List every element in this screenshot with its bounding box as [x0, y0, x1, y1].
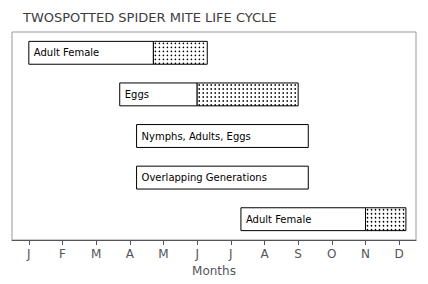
- svg-text:J: J: [228, 247, 233, 261]
- svg-text:M: M: [91, 247, 101, 261]
- svg-text:Adult Female: Adult Female: [246, 214, 311, 225]
- svg-text:Months: Months: [192, 264, 236, 278]
- svg-text:Nymphs, Adults, Eggs: Nymphs, Adults, Eggs: [142, 131, 251, 142]
- svg-text:F: F: [59, 247, 66, 261]
- svg-text:O: O: [327, 247, 336, 261]
- svg-text:N: N: [361, 247, 370, 261]
- svg-text:J: J: [194, 247, 199, 261]
- svg-text:Adult Female: Adult Female: [34, 47, 99, 58]
- svg-text:A: A: [260, 247, 269, 261]
- svg-text:TWOSPOTTED SPIDER MITE LIFE CY: TWOSPOTTED SPIDER MITE LIFE CYCLE: [22, 10, 277, 25]
- svg-text:M: M: [158, 247, 168, 261]
- svg-text:D: D: [395, 247, 404, 261]
- svg-text:J: J: [26, 247, 31, 261]
- svg-text:S: S: [294, 247, 302, 261]
- svg-text:Overlapping Generations: Overlapping Generations: [142, 172, 267, 183]
- svg-text:A: A: [126, 247, 135, 261]
- svg-text:Eggs: Eggs: [125, 89, 149, 100]
